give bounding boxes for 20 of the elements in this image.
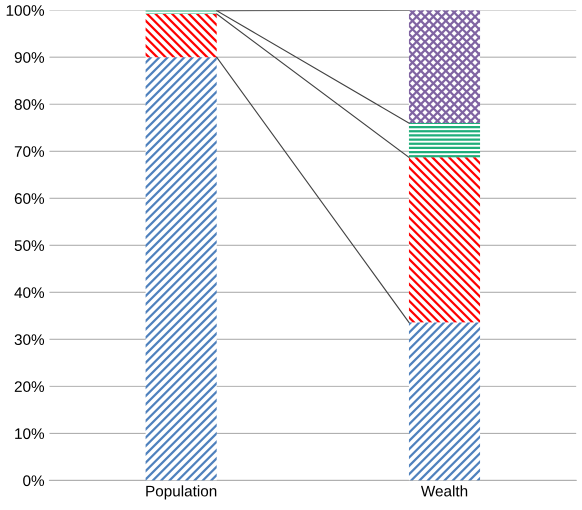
y-tick-label: 60% bbox=[14, 193, 44, 204]
y-tick-label: 0% bbox=[23, 475, 44, 486]
y-tick-label: 20% bbox=[14, 381, 44, 392]
y-tick-label: 10% bbox=[15, 428, 44, 440]
y-tick-label: 100% bbox=[6, 5, 44, 16]
y-tick-label: 70% bbox=[14, 146, 44, 157]
bar bbox=[146, 57, 217, 480]
bar bbox=[408, 157, 480, 322]
bar bbox=[146, 10, 217, 14]
y-tick-label: 30% bbox=[14, 334, 44, 346]
bar bbox=[408, 322, 480, 480]
y-tick-label: 50% bbox=[14, 240, 44, 251]
x-tick-label: Wealth bbox=[420, 485, 468, 497]
y-tick-label: 80% bbox=[14, 99, 44, 110]
y-tick-label: 90% bbox=[14, 52, 44, 63]
bar bbox=[408, 10, 480, 124]
x-tick-label: Population bbox=[146, 485, 216, 500]
y-tick-label: 40% bbox=[14, 287, 44, 298]
bar bbox=[146, 14, 217, 58]
bar bbox=[408, 123, 480, 158]
